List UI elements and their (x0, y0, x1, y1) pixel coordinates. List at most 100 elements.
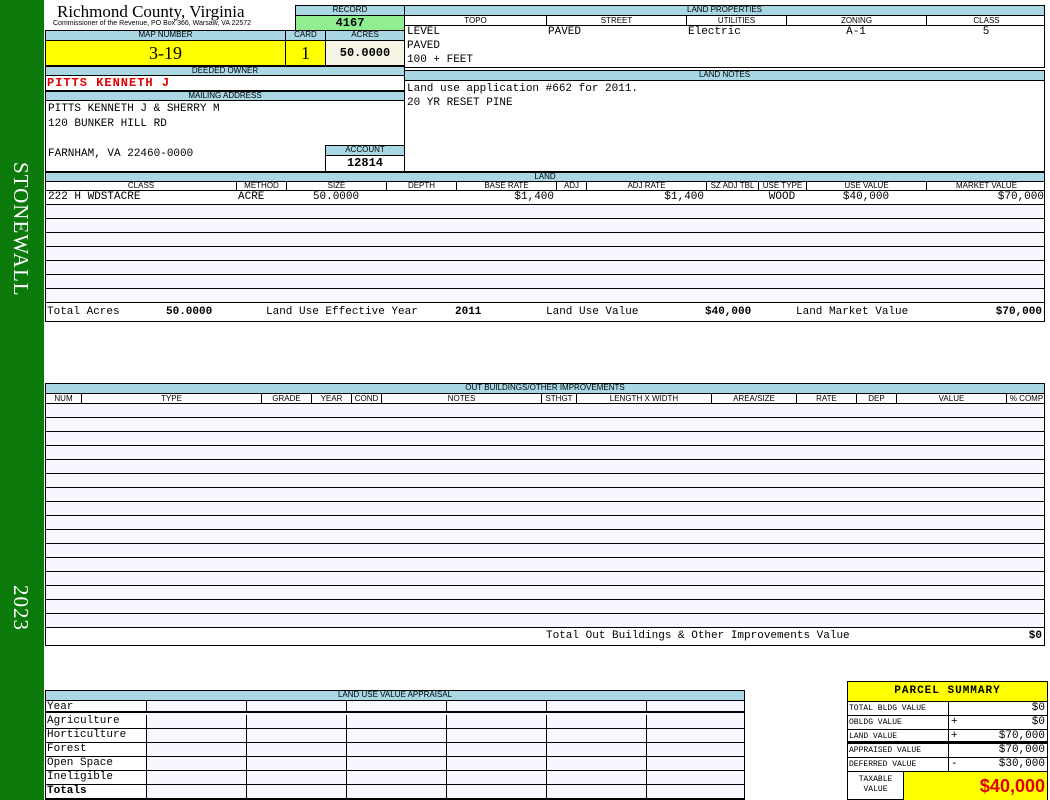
table-cell: Totals (46, 785, 146, 798)
summary-label: OBLDG VALUE (849, 718, 902, 727)
column-header: STHGT (541, 394, 576, 403)
table-cell: $1,400 (664, 191, 704, 203)
table-cell: $40,000 (842, 191, 890, 203)
table-cell (146, 743, 246, 756)
table-cell: Horticulture (46, 729, 146, 742)
account-value: 12814 (325, 155, 405, 172)
table-cell (146, 701, 246, 711)
column-header: USE TYPE (758, 182, 806, 190)
table-cell (546, 715, 646, 728)
column-header: NOTES (381, 394, 541, 403)
column-header: METHOD (236, 182, 286, 190)
table-cell (146, 785, 246, 798)
table-cell (646, 701, 746, 711)
table-cell: Forest (46, 743, 146, 756)
table-row: Forest (46, 743, 744, 757)
land-table: CLASS METHOD SIZE DEPTH BASE RATE ADJ ADJ RATE… (45, 181, 1045, 303)
summary-label: TOTAL BLDG VALUE (849, 704, 926, 713)
table-cell (446, 757, 546, 770)
record-value: 4167 (295, 15, 405, 31)
table-row (46, 205, 1044, 219)
table-cell (446, 715, 546, 728)
table-cell (246, 715, 346, 728)
column-header: MARKET VALUE (926, 182, 1046, 190)
table-row (46, 446, 1044, 460)
parcel-summary: PARCEL SUMMARY TOTAL BLDG VALUE $0 OBLDG V… (847, 681, 1048, 800)
column-header: GRADE (261, 394, 311, 403)
summary-value: $0 (1031, 702, 1045, 714)
table-cell (646, 729, 746, 742)
column-header: YEAR (311, 394, 351, 403)
summary-label: DEFERRED VALUE (849, 760, 917, 769)
column-header: RATE (796, 394, 856, 403)
table-row: PAVED (405, 40, 1044, 54)
table-cell: A-1 (846, 26, 866, 38)
table-cell (346, 757, 446, 770)
table-cell: PAVED (407, 40, 441, 52)
land-use-table: Year Agriculture Horticulture Forest Open Sp… (45, 700, 745, 800)
table-cell (446, 743, 546, 756)
table-row (46, 488, 1044, 502)
header-row: NUM TYPE GRADE YEAR COND NOTES STHGT LENGTH X W… (46, 394, 1044, 404)
table-cell: 5 (982, 26, 990, 38)
table-cell (246, 771, 346, 784)
table-row (46, 502, 1044, 516)
table-cell: 100 + FEET (407, 54, 474, 66)
table-cell: $70,000 (997, 191, 1044, 203)
sidebar: STONEWALL 2023 (0, 0, 44, 800)
table-cell: LEVEL (407, 26, 441, 38)
table-cell: PAVED (548, 26, 582, 38)
table-row (46, 474, 1044, 488)
table-row (46, 219, 1044, 233)
table-cell: Ineligible (46, 771, 146, 784)
table-row (46, 600, 1044, 614)
column-header: ADJ RATE (586, 182, 706, 190)
table-row (46, 432, 1044, 446)
land-properties-table: TOPO STREET UTILITIES ZONING CLASS LEVEL PAVED… (404, 15, 1045, 68)
land-market-value: $70,000 (995, 306, 1042, 318)
column-header: ZONING (786, 16, 926, 25)
table-cell (246, 729, 346, 742)
table-cell (246, 743, 346, 756)
county-title: Richmond County, Virginia (57, 2, 245, 21)
table-cell (646, 771, 746, 784)
table-row (46, 614, 1044, 628)
table-row: 100 + FEET (405, 54, 1044, 68)
table-cell (646, 743, 746, 756)
column-header: USE VALUE (806, 182, 926, 190)
table-row: Ineligible (46, 771, 744, 785)
table-cell (546, 701, 646, 711)
effective-year-label: Land Use Effective Year (266, 306, 418, 318)
column-header: % COMP (1006, 394, 1046, 403)
summary-operator: - (948, 758, 1048, 771)
table-row (46, 572, 1044, 586)
total-acres-label: Total Acres (47, 306, 120, 318)
header-row: TOPO STREET UTILITIES ZONING CLASS (405, 16, 1044, 26)
table-cell (346, 743, 446, 756)
table-cell (246, 701, 346, 711)
summary-operator: + (948, 716, 1048, 729)
summary-row: TOTAL BLDG VALUE $0 (848, 702, 1047, 716)
taxable-value: $40,000 (904, 772, 1047, 800)
table-cell (346, 785, 446, 798)
table-row (46, 289, 1044, 303)
table-cell (346, 701, 446, 711)
county-subtitle: Commissioner of the Revenue, PO Box 366,… (53, 20, 252, 27)
table-row: Open Space (46, 757, 744, 771)
table-cell (146, 729, 246, 742)
table-row: Totals (46, 785, 744, 799)
outbuildings-total: Total Out Buildings & Other Improvements… (45, 627, 1045, 646)
note-line: 20 YR RESET PINE (407, 97, 513, 109)
outbuildings-total-value: $0 (1028, 630, 1042, 642)
table-row: LEVEL PAVED Electric A-1 5 (405, 26, 1044, 40)
column-header: NUM (54, 394, 73, 403)
mailing-line: 120 BUNKER HILL RD (48, 118, 167, 130)
outbuildings-table: NUM TYPE GRADE YEAR COND NOTES STHGT LENGTH X W… (45, 393, 1045, 628)
table-row (46, 261, 1044, 275)
summary-label: APPRAISED VALUE (849, 746, 922, 755)
table-cell (146, 771, 246, 784)
table-cell (346, 729, 446, 742)
table-cell: ACRE (238, 191, 265, 203)
mailing-line: FARNHAM, VA 22460-0000 (48, 148, 194, 160)
mailing-line: PITTS KENNETH J & SHERRY M (48, 103, 220, 115)
